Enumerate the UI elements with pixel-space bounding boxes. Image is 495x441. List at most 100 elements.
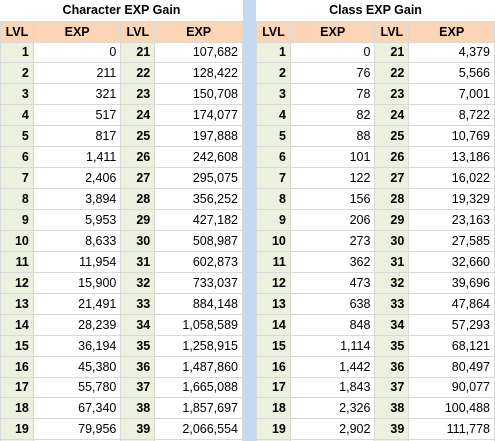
exp-cell[interactable]: 321	[32, 83, 122, 106]
exp-cell[interactable]: 1,442	[289, 355, 376, 378]
level-cell[interactable]: 6	[0, 146, 34, 169]
level-cell[interactable]: 26	[120, 146, 156, 169]
exp-cell[interactable]: 473	[289, 271, 376, 294]
level-cell[interactable]: 1	[256, 41, 291, 64]
exp-cell[interactable]: 197,888	[154, 125, 243, 148]
exp-cell[interactable]: 55,780	[32, 376, 122, 399]
exp-cell[interactable]: 90,077	[408, 376, 495, 399]
level-cell[interactable]: 21	[120, 41, 156, 64]
exp-cell[interactable]: 78	[289, 83, 376, 106]
level-cell[interactable]: 5	[0, 125, 34, 148]
level-cell[interactable]: 31	[120, 250, 156, 273]
level-cell[interactable]: 24	[120, 104, 156, 127]
exp-cell[interactable]: 602,873	[154, 250, 243, 273]
level-cell[interactable]: 17	[256, 376, 291, 399]
level-cell[interactable]: 15	[256, 334, 291, 357]
exp-cell[interactable]: 101	[289, 146, 376, 169]
exp-cell[interactable]: 362	[289, 250, 376, 273]
exp-cell[interactable]: 57,293	[408, 313, 495, 336]
level-cell[interactable]: 11	[256, 250, 291, 273]
exp-cell[interactable]: 23,163	[408, 209, 495, 231]
level-cell[interactable]: 40	[374, 439, 410, 441]
level-cell[interactable]: 13	[256, 292, 291, 315]
level-cell[interactable]: 6	[256, 146, 291, 169]
level-cell[interactable]: 17	[0, 376, 34, 399]
exp-cell[interactable]: 67,340	[32, 397, 122, 420]
level-cell[interactable]: 13	[0, 292, 34, 315]
exp-cell[interactable]: 47,864	[408, 292, 495, 315]
exp-cell[interactable]: 19,329	[408, 188, 495, 210]
exp-cell[interactable]: 156	[289, 188, 376, 210]
exp-cell[interactable]: 427,182	[154, 209, 243, 231]
exp-cell[interactable]: 8,722	[408, 104, 495, 127]
level-cell[interactable]: 10	[256, 229, 291, 252]
exp-cell[interactable]: 28,239	[32, 313, 122, 336]
exp-cell[interactable]: 5,953	[32, 209, 122, 231]
level-cell[interactable]: 8	[256, 188, 291, 210]
level-cell[interactable]: 20	[256, 439, 291, 441]
level-cell[interactable]: 15	[0, 334, 34, 357]
exp-cell[interactable]: 8,633	[32, 229, 122, 252]
level-cell[interactable]: 21	[374, 41, 410, 64]
exp-cell[interactable]: 2,902	[289, 418, 376, 441]
exp-cell[interactable]: 211	[32, 62, 122, 85]
level-cell[interactable]: 35	[120, 334, 156, 357]
level-cell[interactable]: 12	[256, 271, 291, 294]
exp-cell[interactable]: 1,665,088	[154, 376, 243, 399]
level-cell[interactable]: 37	[120, 376, 156, 399]
level-cell[interactable]: 28	[374, 188, 410, 210]
exp-cell[interactable]: 32,660	[408, 250, 495, 273]
exp-cell[interactable]: 1,114	[289, 334, 376, 357]
exp-cell[interactable]: 76	[289, 62, 376, 85]
level-cell[interactable]: 2	[256, 62, 291, 85]
exp-cell[interactable]: 174,077	[154, 104, 243, 127]
level-cell[interactable]: 23	[374, 83, 410, 106]
level-cell[interactable]: 35	[374, 334, 410, 357]
exp-cell[interactable]: 21,491	[32, 292, 122, 315]
level-cell[interactable]: 16	[0, 355, 34, 378]
exp-cell[interactable]: 13,186	[408, 146, 495, 169]
level-cell[interactable]: 32	[120, 271, 156, 294]
exp-cell[interactable]: 2,326	[289, 397, 376, 420]
level-cell[interactable]: 4	[0, 104, 34, 127]
exp-cell[interactable]: 79,956	[32, 418, 122, 441]
exp-cell[interactable]: 39,696	[408, 271, 495, 294]
level-cell[interactable]: 36	[120, 355, 156, 378]
exp-cell[interactable]: 0	[32, 41, 122, 64]
exp-cell[interactable]: 1,487,860	[154, 355, 243, 378]
level-cell[interactable]: 29	[374, 209, 410, 231]
exp-cell[interactable]: 27,585	[408, 229, 495, 252]
exp-cell[interactable]: 1,058,589	[154, 313, 243, 336]
exp-cell[interactable]: 4,379	[408, 41, 495, 64]
level-cell[interactable]: 25	[374, 125, 410, 148]
exp-cell[interactable]: 884,148	[154, 292, 243, 315]
exp-cell[interactable]: 111,778	[408, 418, 495, 441]
exp-cell[interactable]: 36,194	[32, 334, 122, 357]
exp-cell[interactable]: 11,954	[32, 250, 122, 273]
exp-cell[interactable]: 356,252	[154, 188, 243, 210]
exp-cell[interactable]: 242,608	[154, 146, 243, 169]
level-cell[interactable]: 34	[374, 313, 410, 336]
level-cell[interactable]: 39	[120, 418, 156, 441]
exp-cell[interactable]: 848	[289, 313, 376, 336]
exp-cell[interactable]: 100,488	[408, 397, 495, 420]
level-cell[interactable]: 9	[0, 209, 34, 231]
exp-cell[interactable]: 128,422	[154, 62, 243, 85]
level-cell[interactable]: 8	[0, 188, 34, 210]
level-cell[interactable]: 19	[0, 418, 34, 441]
exp-cell[interactable]: 517	[32, 104, 122, 127]
exp-cell[interactable]: 150,708	[154, 83, 243, 106]
exp-cell[interactable]: 1,411	[32, 146, 122, 169]
level-cell[interactable]: 23	[120, 83, 156, 106]
level-cell[interactable]: 11	[0, 250, 34, 273]
level-cell[interactable]: 14	[0, 313, 34, 336]
level-cell[interactable]: 20	[0, 439, 34, 441]
exp-cell[interactable]: 68,121	[408, 334, 495, 357]
exp-cell[interactable]: 82	[289, 104, 376, 127]
level-cell[interactable]: 25	[120, 125, 156, 148]
level-cell[interactable]: 38	[120, 397, 156, 420]
exp-cell[interactable]: 45,380	[32, 355, 122, 378]
level-cell[interactable]: 10	[0, 229, 34, 252]
level-cell[interactable]: 30	[120, 229, 156, 252]
exp-cell[interactable]: 508,987	[154, 229, 243, 252]
